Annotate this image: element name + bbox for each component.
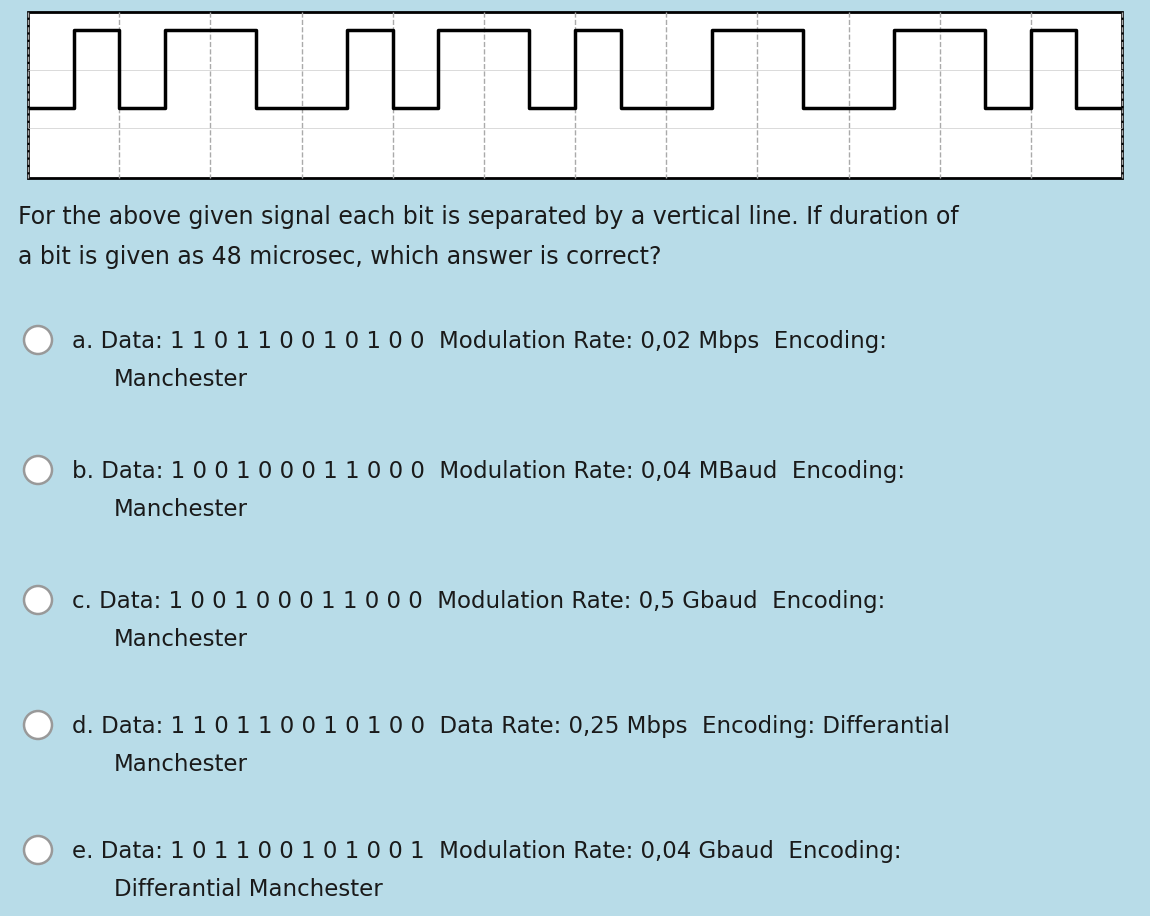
Circle shape — [24, 711, 52, 739]
Bar — [28, 12, 1122, 178]
Text: Manchester: Manchester — [114, 498, 248, 521]
Circle shape — [24, 456, 52, 484]
Text: c. Data: 1 0 0 1 0 0 0 1 1 0 0 0  Modulation Rate: 0,5 Gbaud  Encoding:: c. Data: 1 0 0 1 0 0 0 1 1 0 0 0 Modulat… — [72, 590, 886, 613]
Text: d. Data: 1 1 0 1 1 0 0 1 0 1 0 0  Data Rate: 0,25 Mbps  Encoding: Differantial: d. Data: 1 1 0 1 1 0 0 1 0 1 0 0 Data Ra… — [72, 715, 950, 738]
Text: b. Data: 1 0 0 1 0 0 0 1 1 0 0 0  Modulation Rate: 0,04 MBaud  Encoding:: b. Data: 1 0 0 1 0 0 0 1 1 0 0 0 Modulat… — [72, 460, 905, 483]
Circle shape — [24, 586, 52, 614]
Circle shape — [24, 326, 52, 354]
Text: Manchester: Manchester — [114, 368, 248, 391]
Text: Manchester: Manchester — [114, 628, 248, 651]
Text: Manchester: Manchester — [114, 753, 248, 776]
Text: e. Data: 1 0 1 1 0 0 1 0 1 0 0 1  Modulation Rate: 0,04 Gbaud  Encoding:: e. Data: 1 0 1 1 0 0 1 0 1 0 0 1 Modulat… — [72, 840, 902, 863]
Text: a. Data: 1 1 0 1 1 0 0 1 0 1 0 0  Modulation Rate: 0,02 Mbps  Encoding:: a. Data: 1 1 0 1 1 0 0 1 0 1 0 0 Modulat… — [72, 330, 887, 353]
Text: For the above given signal each bit is separated by a vertical line. If duration: For the above given signal each bit is s… — [18, 205, 959, 229]
Text: Differantial Manchester: Differantial Manchester — [114, 878, 383, 901]
Text: a bit is given as 48 microsec, which answer is correct?: a bit is given as 48 microsec, which ans… — [18, 245, 661, 269]
Circle shape — [24, 836, 52, 864]
